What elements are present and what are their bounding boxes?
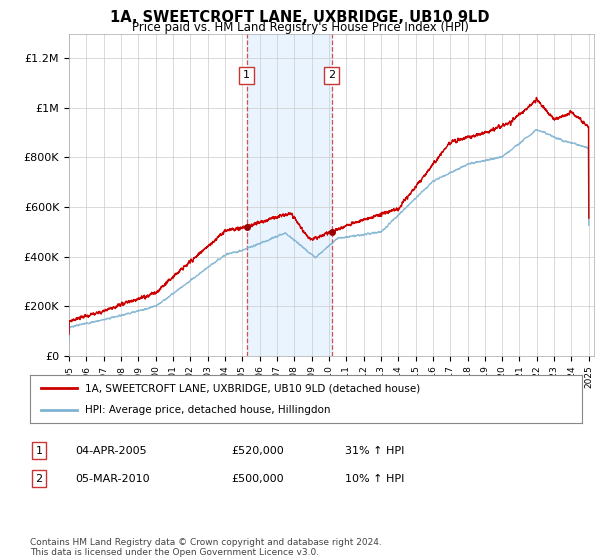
Text: £520,000: £520,000: [231, 446, 284, 456]
Bar: [247, 34, 332, 356]
Text: HPI: Average price, detached house, Hillingdon: HPI: Average price, detached house, Hill…: [85, 405, 331, 415]
Text: Price paid vs. HM Land Registry's House Price Index (HPI): Price paid vs. HM Land Registry's House …: [131, 21, 469, 34]
Text: 2: 2: [35, 474, 43, 484]
Text: 05-MAR-2010: 05-MAR-2010: [75, 474, 149, 484]
Text: 1: 1: [35, 446, 43, 456]
Text: £500,000: £500,000: [231, 474, 284, 484]
Text: 2: 2: [328, 71, 335, 81]
Text: 1: 1: [243, 71, 250, 81]
Text: 31% ↑ HPI: 31% ↑ HPI: [345, 446, 404, 456]
Text: 1A, SWEETCROFT LANE, UXBRIDGE, UB10 9LD: 1A, SWEETCROFT LANE, UXBRIDGE, UB10 9LD: [110, 10, 490, 25]
Text: Contains HM Land Registry data © Crown copyright and database right 2024.
This d: Contains HM Land Registry data © Crown c…: [30, 538, 382, 557]
Text: 04-APR-2005: 04-APR-2005: [75, 446, 146, 456]
Text: 1A, SWEETCROFT LANE, UXBRIDGE, UB10 9LD (detached house): 1A, SWEETCROFT LANE, UXBRIDGE, UB10 9LD …: [85, 383, 421, 393]
Text: 10% ↑ HPI: 10% ↑ HPI: [345, 474, 404, 484]
